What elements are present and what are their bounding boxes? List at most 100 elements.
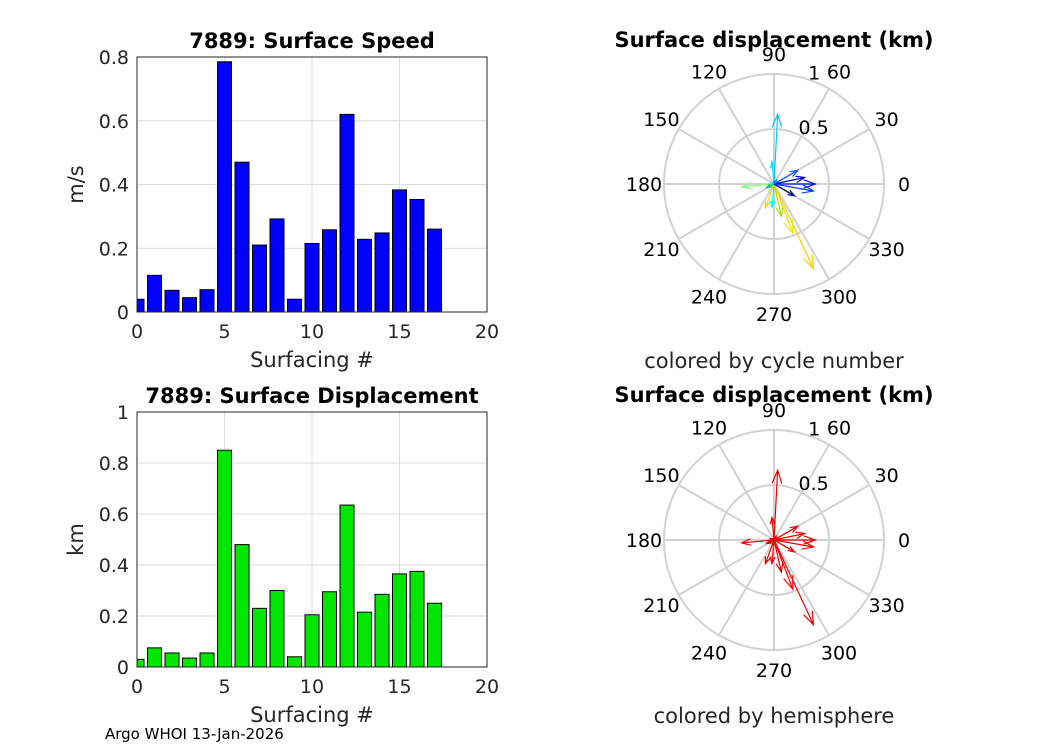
polar-cycle-angle-label: 240 <box>691 287 727 309</box>
polar-hemisphere-vector <box>771 539 775 564</box>
polar-cycle-vector-head <box>787 190 797 197</box>
polar-cycle-vector <box>773 169 799 185</box>
polar-hemisphere-angle-label: 240 <box>691 643 727 665</box>
displacement-bar <box>269 590 285 668</box>
polar-cycle-vector-head <box>739 182 752 190</box>
speed-xtick-label: 0 <box>131 321 143 343</box>
polar-cycle-vector-head <box>764 183 772 189</box>
polar-cycle-vector-head <box>795 175 807 183</box>
displacement-ytick-label: 0 <box>117 657 129 679</box>
polar-hemisphere-caption: colored by hemisphere <box>654 704 895 728</box>
polar-cycle-angle-label: 120 <box>691 61 727 83</box>
polar-hemisphere-vector <box>741 539 775 544</box>
speed-bar <box>234 161 250 313</box>
displacement-bar <box>374 593 390 668</box>
speed-ytick-label: 0.8 <box>99 47 129 69</box>
polar-hemisphere-vector-head <box>764 539 772 545</box>
displacement-bar <box>182 657 197 668</box>
polar-hemisphere-angle-label: 300 <box>821 643 857 665</box>
speed-bar <box>252 244 267 313</box>
displacement-ytick-label: 0.2 <box>99 606 129 628</box>
speed-bar-chart: 0 5 10 15 20 0 0.2 0.4 0.6 0.8 7889: Surface Speed… <box>64 29 499 372</box>
speed-xtick-label: 5 <box>218 321 230 343</box>
polar-hemisphere-chart: 0 30 60 90 120 150 180 210 240 270 300 330 0.5 1 Surfa… <box>614 383 933 728</box>
polar-hemisphere-vector-head <box>803 610 815 627</box>
displacement-xtick-label: 0 <box>131 676 143 698</box>
polar-cycle-vector <box>771 183 775 208</box>
polar-hemisphere-angle-label: 330 <box>868 595 904 617</box>
polar-cycle-vector <box>773 183 794 234</box>
polar-cycle-vector-head <box>801 184 816 194</box>
polar-hemisphere-vector <box>773 539 783 573</box>
polar-cycle-vector-head <box>775 206 784 218</box>
polar-cycle-vector <box>773 183 783 217</box>
speed-xtick-label: 15 <box>387 321 411 343</box>
speed-bar <box>147 274 162 313</box>
speed-xtick-label: 10 <box>300 321 324 343</box>
speed-bar <box>182 297 197 313</box>
polar-hemisphere-angle-label: 210 <box>643 595 679 617</box>
polar-hemisphere-vector-head <box>775 562 784 574</box>
polar-hemisphere-title: Surface displacement (km) <box>614 383 933 407</box>
displacement-bar <box>287 656 302 668</box>
displacement-xtick-label: 10 <box>300 676 324 698</box>
polar-hemisphere-vector <box>773 539 795 553</box>
polar-hemisphere-vector <box>771 517 775 541</box>
speed-bar <box>427 228 442 313</box>
polar-hemisphere-vector-head <box>801 540 816 550</box>
polar-cycle-ring-label: 0.5 <box>799 117 829 139</box>
polar-cycle-vector-head <box>771 112 783 128</box>
polar-cycle-vector <box>764 183 775 208</box>
polar-cycle-caption: colored by cycle number <box>644 349 904 373</box>
displacement-bar <box>357 611 372 668</box>
polar-cycle-angle-label: 330 <box>868 239 904 261</box>
polar-cycle-ring <box>718 128 830 240</box>
displacement-ytick-label: 0.8 <box>99 453 129 475</box>
polar-hemisphere-angle-label: 60 <box>827 417 851 439</box>
speed-bar <box>164 289 180 313</box>
polar-hemisphere-vector-head <box>771 534 778 542</box>
polar-cycle-ring-label: 1 <box>808 63 820 85</box>
displacement-xlabel: Surfacing # <box>250 703 374 727</box>
displacement-bar <box>147 647 162 668</box>
polar-cycle-angle-label: 30 <box>874 109 898 131</box>
speed-ytick-label: 0.2 <box>99 238 129 260</box>
speed-bar <box>357 238 372 313</box>
displacement-bar <box>427 602 442 668</box>
polar-hemisphere-angle-label: 270 <box>756 660 792 682</box>
displacement-ytick-label: 1 <box>117 402 129 424</box>
displacement-bar <box>322 591 337 668</box>
polar-hemisphere-angle-label: 90 <box>762 400 786 422</box>
polar-hemisphere-vector <box>773 539 794 590</box>
polar-cycle-vector <box>773 176 805 185</box>
displacement-bar <box>136 658 145 668</box>
speed-bar <box>136 298 145 313</box>
polar-hemisphere-vector <box>764 539 775 564</box>
polar-hemisphere-vector <box>773 525 799 541</box>
footer-credit: Argo WHOI 13-Jan-2026 <box>105 725 284 743</box>
polar-hemisphere-vector-head <box>783 575 794 591</box>
displacement-bar <box>304 614 320 668</box>
displacement-title: 7889: Surface Displacement <box>145 384 478 408</box>
speed-title: 7889: Surface Speed <box>189 29 435 53</box>
speed-bar <box>409 198 425 313</box>
polar-cycle-angle-label: 270 <box>756 304 792 326</box>
polar-cycle-vector-head <box>783 219 794 235</box>
speed-axes-frame <box>136 56 488 313</box>
displacement-bar <box>217 449 232 668</box>
polar-hemisphere-vector <box>773 470 779 541</box>
speed-bar <box>304 242 320 313</box>
polar-cycle-angle-label: 300 <box>821 287 857 309</box>
displacement-bar <box>199 652 215 668</box>
polar-cycle-vector <box>773 183 814 192</box>
polar-hemisphere-vector-head <box>739 538 752 546</box>
displacement-xtick-label: 20 <box>475 676 499 698</box>
polar-hemisphere-vector-head <box>787 546 797 553</box>
polar-hemisphere-vector-head <box>795 531 807 539</box>
displacement-bar <box>234 544 250 668</box>
polar-cycle-angle-label: 150 <box>643 109 679 131</box>
polar-cycle-ring <box>663 73 885 295</box>
polar-hemisphere-angle-label: 30 <box>874 465 898 487</box>
displacement-bar <box>409 570 425 668</box>
